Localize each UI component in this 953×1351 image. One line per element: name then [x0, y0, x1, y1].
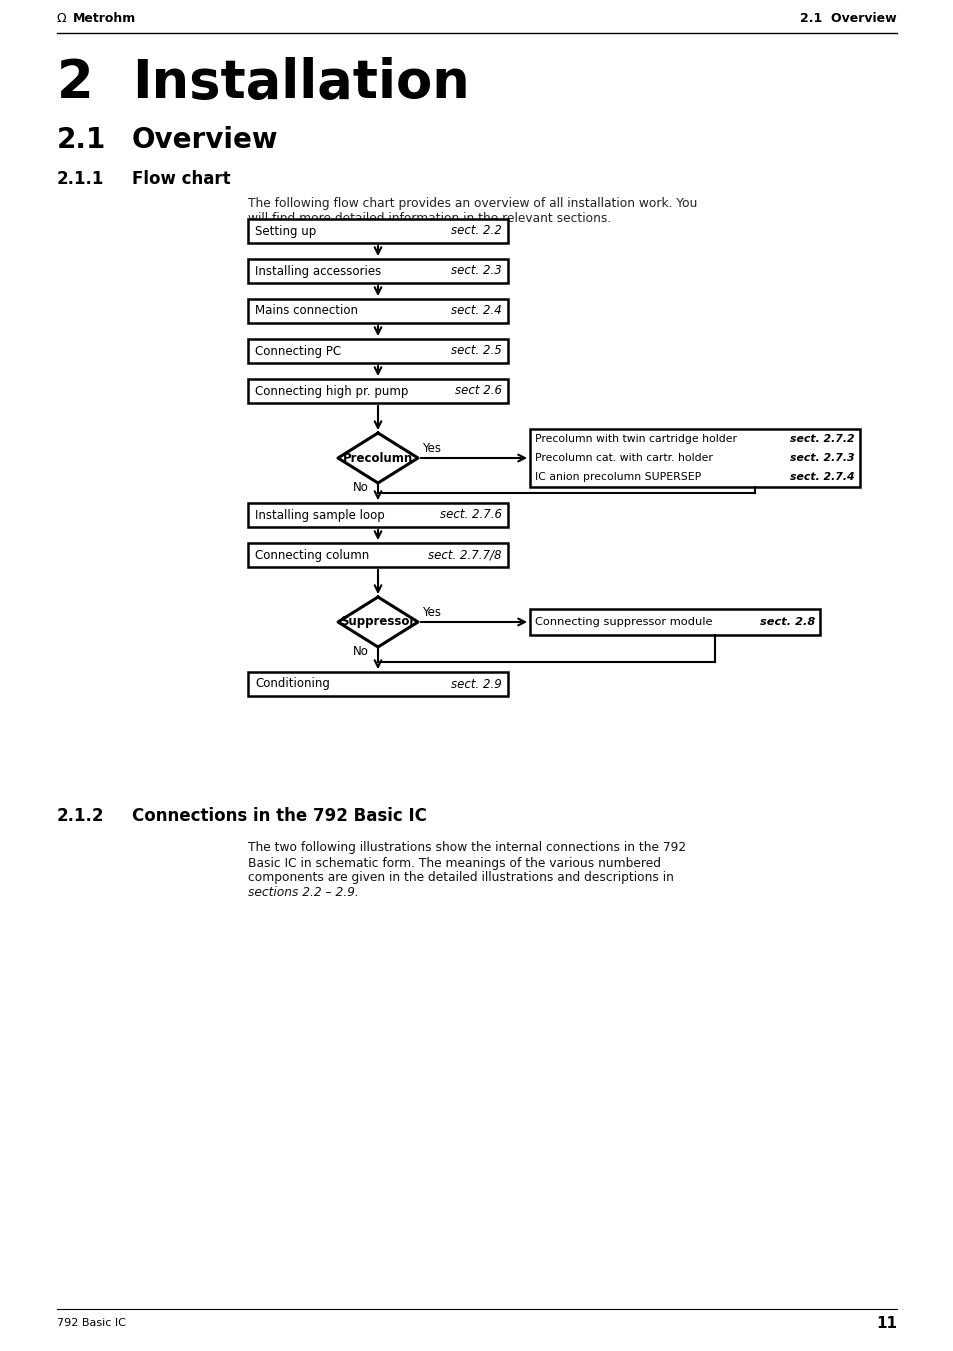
Text: Installation: Installation	[132, 57, 469, 109]
Text: Installing sample loop: Installing sample loop	[254, 508, 384, 521]
Text: will find more detailed information in the relevant sections.: will find more detailed information in t…	[248, 212, 611, 224]
Bar	[248, 380, 507, 403]
Text: sect. 2.7.7/8: sect. 2.7.7/8	[428, 549, 501, 562]
Text: Precolumn cat. with cartr. holder: Precolumn cat. with cartr. holder	[535, 453, 712, 463]
Text: IC anion precolumn SUPERSEP: IC anion precolumn SUPERSEP	[535, 473, 700, 482]
Text: sections 2.2 – 2.9.: sections 2.2 – 2.9.	[248, 886, 358, 900]
Text: sect. 2.5: sect. 2.5	[451, 345, 501, 358]
Text: sect. 2.7.4: sect. 2.7.4	[789, 473, 854, 482]
Text: sect 2.6: sect 2.6	[455, 385, 501, 397]
Text: sect. 2.7.2: sect. 2.7.2	[789, 434, 854, 443]
Text: Overview: Overview	[132, 126, 278, 154]
Text: Setting up: Setting up	[254, 224, 315, 238]
Bar	[248, 219, 507, 243]
Bar	[248, 339, 507, 363]
Text: Connecting suppressor module: Connecting suppressor module	[535, 617, 712, 627]
Text: sect. 2.7.6: sect. 2.7.6	[439, 508, 501, 521]
Text: Installing accessories: Installing accessories	[254, 265, 381, 277]
Text: 2.1: 2.1	[57, 126, 106, 154]
Text: No: No	[353, 481, 369, 494]
Bar	[248, 259, 507, 282]
Bar	[530, 609, 820, 635]
Text: 11: 11	[875, 1316, 896, 1331]
Polygon shape	[337, 434, 417, 484]
Polygon shape	[337, 597, 417, 647]
Text: Suppressor: Suppressor	[340, 616, 416, 628]
Bar	[248, 543, 507, 567]
Text: 792 Basic IC: 792 Basic IC	[57, 1319, 126, 1328]
Text: Mains connection: Mains connection	[254, 304, 357, 317]
Text: sect. 2.9: sect. 2.9	[451, 677, 501, 690]
Text: Conditioning: Conditioning	[254, 677, 330, 690]
Text: Flow chart: Flow chart	[132, 170, 231, 188]
Text: sect. 2.4: sect. 2.4	[451, 304, 501, 317]
Text: Precolumn with twin cartridge holder: Precolumn with twin cartridge holder	[535, 434, 737, 443]
Text: The following flow chart provides an overview of all installation work. You: The following flow chart provides an ove…	[248, 196, 697, 209]
Text: sect. 2.7.3: sect. 2.7.3	[789, 453, 854, 463]
Text: Connecting PC: Connecting PC	[254, 345, 341, 358]
Text: No: No	[353, 644, 369, 658]
Text: 2.1.2: 2.1.2	[57, 807, 105, 825]
Text: Basic IC in schematic form. The meanings of the various numbered: Basic IC in schematic form. The meanings…	[248, 857, 660, 870]
Text: Connections in the 792 Basic IC: Connections in the 792 Basic IC	[132, 807, 426, 825]
Text: Precolumn: Precolumn	[342, 451, 413, 465]
Bar	[530, 430, 859, 486]
Text: 2.1.1: 2.1.1	[57, 170, 104, 188]
Text: 2.1  Overview: 2.1 Overview	[800, 12, 896, 26]
Text: components are given in the detailed illustrations and descriptions in: components are given in the detailed ill…	[248, 871, 673, 885]
Text: Connecting column: Connecting column	[254, 549, 369, 562]
Text: Connecting high pr. pump: Connecting high pr. pump	[254, 385, 408, 397]
Text: Yes: Yes	[421, 607, 440, 619]
Text: Ω: Ω	[57, 12, 67, 26]
Text: 2: 2	[57, 57, 93, 109]
Bar	[248, 299, 507, 323]
Bar	[248, 503, 507, 527]
Text: sect. 2.8: sect. 2.8	[759, 617, 814, 627]
Text: sect. 2.2: sect. 2.2	[451, 224, 501, 238]
Text: The two following illustrations show the internal connections in the 792: The two following illustrations show the…	[248, 842, 685, 854]
Text: Yes: Yes	[421, 442, 440, 455]
Text: Metrohm: Metrohm	[73, 12, 136, 26]
Bar	[248, 671, 507, 696]
Text: sect. 2.3: sect. 2.3	[451, 265, 501, 277]
